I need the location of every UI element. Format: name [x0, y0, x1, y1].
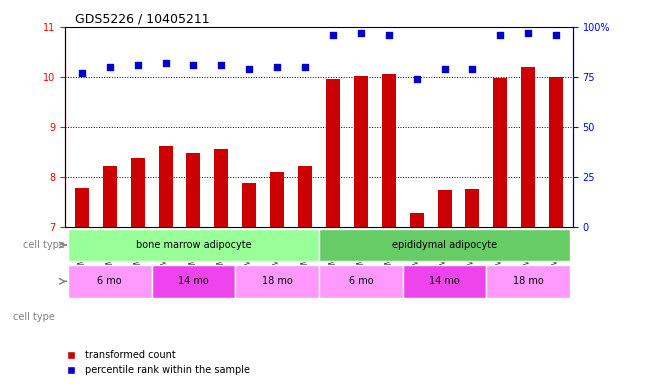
Bar: [409, 213, 424, 227]
Bar: [298, 166, 312, 227]
Bar: [326, 79, 340, 227]
Text: cell type: cell type: [23, 240, 64, 250]
Text: epididymal adipocyte: epididymal adipocyte: [392, 240, 497, 250]
Bar: [75, 188, 89, 227]
Text: 6 mo: 6 mo: [98, 276, 122, 286]
FancyBboxPatch shape: [235, 265, 319, 298]
Point: [188, 62, 199, 68]
Legend: transformed count, percentile rank within the sample: transformed count, percentile rank withi…: [57, 346, 254, 379]
Text: 14 mo: 14 mo: [429, 276, 460, 286]
Point: [300, 64, 311, 70]
Bar: [437, 190, 452, 227]
Bar: [270, 172, 284, 227]
Bar: [242, 183, 256, 227]
Text: GDS5226 / 10405211: GDS5226 / 10405211: [76, 13, 210, 26]
Bar: [521, 67, 535, 227]
Bar: [186, 153, 201, 227]
Bar: [549, 77, 563, 227]
Point: [523, 30, 533, 36]
Bar: [493, 78, 507, 227]
FancyBboxPatch shape: [403, 265, 486, 298]
Point: [411, 76, 422, 82]
Point: [355, 30, 366, 36]
FancyBboxPatch shape: [319, 228, 570, 262]
Text: bone marrow adipocyte: bone marrow adipocyte: [135, 240, 251, 250]
FancyBboxPatch shape: [319, 265, 403, 298]
Bar: [354, 76, 368, 227]
FancyBboxPatch shape: [152, 265, 235, 298]
Text: cell type: cell type: [13, 312, 55, 322]
Text: 6 mo: 6 mo: [348, 276, 373, 286]
Point: [383, 32, 394, 38]
Point: [551, 32, 561, 38]
Bar: [159, 146, 173, 227]
Bar: [103, 166, 117, 227]
Point: [467, 66, 478, 72]
Point: [216, 62, 227, 68]
Point: [244, 66, 255, 72]
Bar: [465, 189, 479, 227]
Point: [272, 64, 283, 70]
FancyBboxPatch shape: [486, 265, 570, 298]
Point: [105, 64, 115, 70]
FancyBboxPatch shape: [68, 265, 152, 298]
Point: [439, 66, 450, 72]
Text: 18 mo: 18 mo: [262, 276, 292, 286]
Bar: [381, 74, 396, 227]
Bar: [131, 158, 145, 227]
Text: 14 mo: 14 mo: [178, 276, 209, 286]
Point: [77, 70, 87, 76]
Point: [495, 32, 506, 38]
Text: 18 mo: 18 mo: [513, 276, 544, 286]
FancyBboxPatch shape: [68, 228, 319, 262]
Point: [327, 32, 338, 38]
Point: [160, 60, 171, 66]
Point: [132, 62, 143, 68]
Bar: [214, 149, 229, 227]
